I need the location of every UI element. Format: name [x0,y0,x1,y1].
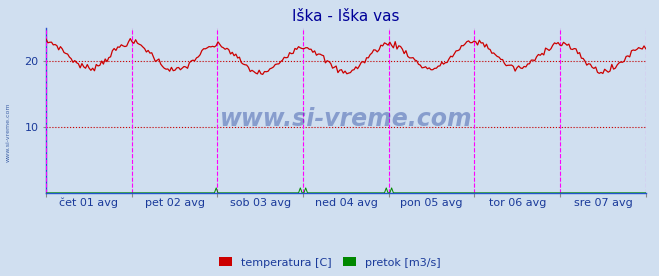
Text: www.si-vreme.com: www.si-vreme.com [5,103,11,162]
Text: www.si-vreme.com: www.si-vreme.com [219,107,473,131]
Title: Iška - Iška vas: Iška - Iška vas [292,9,400,24]
Legend: temperatura [C], pretok [m3/s]: temperatura [C], pretok [m3/s] [219,257,440,268]
